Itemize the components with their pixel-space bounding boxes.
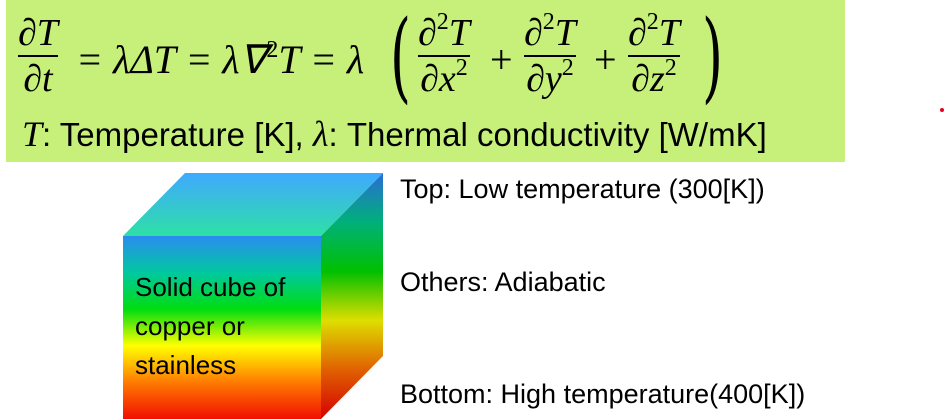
- term-x-fraction: ∂2T ∂x2: [418, 9, 470, 100]
- cube-material-label: Solid cube of copper or stainless: [135, 272, 286, 380]
- term-y-fraction: ∂2T ∂y2: [524, 9, 576, 100]
- cube-front-face: [123, 236, 321, 419]
- cube-side-face: [321, 173, 383, 419]
- lhs-fraction-bar: [18, 55, 58, 57]
- lhs-fraction: ∂T ∂t: [18, 12, 58, 100]
- term-z-fraction: ∂2T ∂z2: [628, 9, 680, 100]
- equation-panel: ∂T ∂t = λΔT = λ∇2T = λ ( ∂2T ∂x2 + ∂2T ∂…: [6, 0, 845, 162]
- cube-top-face: [123, 173, 383, 236]
- equation-middle: = λΔT = λ∇2T = λ: [76, 37, 365, 82]
- plus-sign-1: +: [490, 37, 513, 82]
- top-boundary-label: Top: Low temperature (300[K]): [400, 174, 765, 204]
- red-dot-marker: [940, 108, 944, 112]
- lhs-denominator: ∂t: [23, 58, 53, 100]
- bottom-boundary-label: Bottom: High temperature(400[K]): [400, 379, 806, 409]
- plus-sign-2: +: [594, 37, 617, 82]
- close-paren: ): [702, 0, 724, 114]
- adiabatic-boundary-label: Others: Adiabatic: [400, 267, 606, 297]
- lhs-numerator: ∂T: [18, 12, 58, 54]
- variable-definitions: T: Temperature [K], λ: Thermal conductiv…: [22, 114, 767, 154]
- open-paren: (: [390, 0, 412, 114]
